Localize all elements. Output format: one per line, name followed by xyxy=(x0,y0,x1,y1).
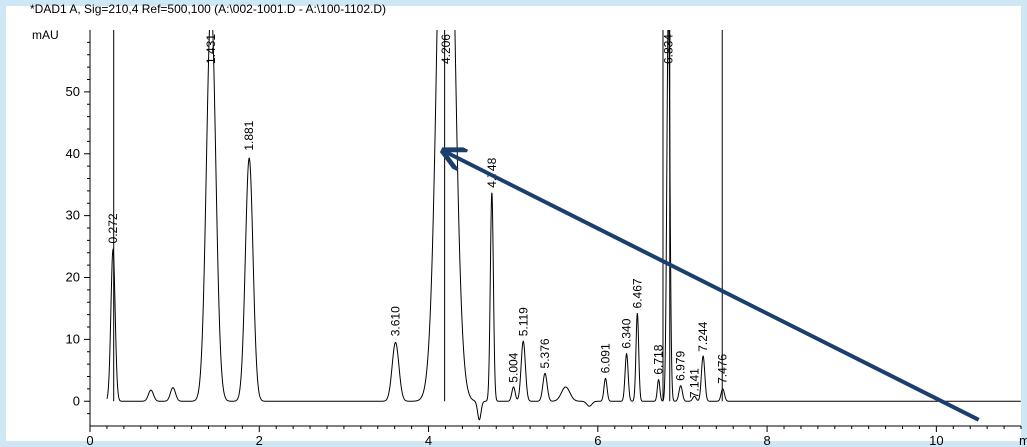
annotation-layer xyxy=(445,152,980,422)
annotation-arrow xyxy=(445,152,980,422)
chart-title: *DAD1 A, Sig=210,4 Ref=500,100 (A:\002-1… xyxy=(30,2,387,16)
x-tick-label: 6 xyxy=(594,433,601,447)
y-tick-label: 40 xyxy=(66,146,80,161)
y-tick-label: 50 xyxy=(66,84,80,99)
integration-markers-layer xyxy=(113,30,723,402)
peak-label: 7.476 xyxy=(716,354,730,384)
peak-label: 5.119 xyxy=(516,307,530,336)
peak-label: 6.467 xyxy=(630,278,644,308)
peak-label: 7.244 xyxy=(696,321,710,351)
y-axis-unit-label: mAU xyxy=(32,28,59,42)
chromatogram-trace xyxy=(106,30,1021,421)
peak-label: 4.748 xyxy=(485,157,499,187)
y-tick-label: 30 xyxy=(66,208,80,223)
peak-label: 5.004 xyxy=(507,352,521,382)
x-tick-label: 10 xyxy=(929,433,943,447)
peak-label: 4.206 xyxy=(439,34,453,64)
x-axis-unit-label: m xyxy=(1019,433,1027,447)
trace-layer xyxy=(106,30,1021,421)
x-tick-label: 0 xyxy=(86,433,93,447)
peak-label: 6.834 xyxy=(661,34,675,64)
x-tick-label: 4 xyxy=(425,433,432,447)
peak-label: 5.376 xyxy=(538,338,552,368)
x-tick-label: 2 xyxy=(256,433,263,447)
y-tick-label: 10 xyxy=(66,331,80,346)
peak-label: 1.881 xyxy=(242,120,256,150)
peak-labels-layer: 0.272 1.431 1.881 3.610 4.206 4.748 5.004 5.119… xyxy=(106,34,730,398)
peak-label: 6.340 xyxy=(620,318,634,348)
peak-label: 7.141 xyxy=(687,368,701,398)
peak-label: 1.431 xyxy=(204,34,218,64)
peak-label: 6.979 xyxy=(674,350,688,380)
peak-label: 6.091 xyxy=(599,343,613,373)
x-tick-label: 8 xyxy=(763,433,770,447)
peak-label: 6.718 xyxy=(652,344,666,374)
y-tick-label: 0 xyxy=(73,393,80,408)
y-tick-label: 20 xyxy=(66,270,80,285)
peak-label: 3.610 xyxy=(389,306,403,336)
axes-layer: 0 10 20 30 40 50 0 2 4 6 8 10 m xyxy=(66,30,1027,447)
peak-label: 0.272 xyxy=(106,213,120,243)
